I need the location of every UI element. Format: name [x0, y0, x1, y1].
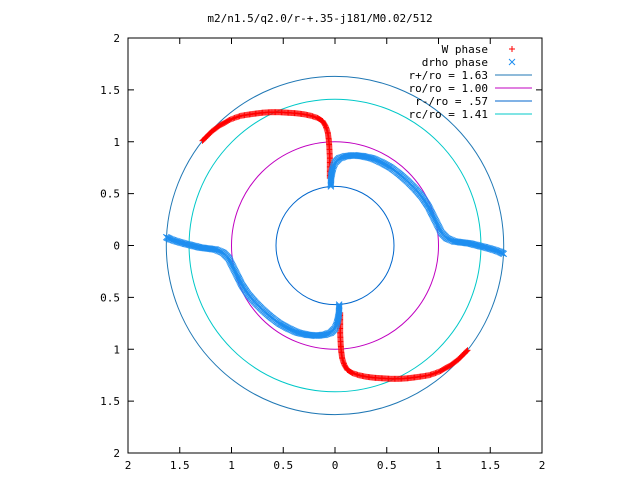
data-point	[436, 368, 443, 375]
data-point	[434, 369, 441, 376]
data-point	[500, 250, 508, 258]
y-tick-label: 1	[113, 343, 120, 356]
circle-1	[231, 141, 439, 350]
x-tick-label: 2	[539, 459, 546, 472]
data-point	[333, 318, 341, 326]
data-point	[226, 116, 233, 123]
x-tick-label: 1.5	[480, 459, 500, 472]
data-point	[433, 369, 440, 376]
legend-label: r+/ro = 1.63	[409, 69, 488, 82]
y-tick-label: 1	[113, 136, 120, 149]
data-point	[174, 238, 182, 246]
data-point	[488, 245, 496, 253]
data-point	[367, 154, 375, 162]
y-tick-label: 2	[113, 447, 120, 460]
circle-0	[165, 75, 505, 416]
data-point	[334, 317, 341, 325]
legend-marker	[509, 46, 515, 52]
series-1	[162, 151, 508, 340]
data-point	[295, 329, 303, 337]
data-point	[168, 236, 176, 244]
data-point	[329, 165, 337, 173]
y-tick-label: 2	[113, 32, 120, 45]
x-tick-label: 2	[125, 459, 132, 472]
chart-title: m2/n1.5/q2.0/r-+.35-j181/M0.02/512	[207, 12, 432, 25]
data-point	[329, 166, 336, 174]
axis-ticks: 2 1.5 1 0.5 0 0.5 1 1.5 221.510.500.511.52	[100, 32, 545, 472]
x-tick-label: 0.5	[377, 459, 397, 472]
y-tick-label: 1.5	[100, 395, 120, 408]
x-tick-label: 1	[435, 459, 442, 472]
data-point	[229, 115, 236, 122]
y-tick-label: 0.5	[100, 188, 120, 201]
x-tick-label: 1	[228, 459, 235, 472]
legend-label: W phase	[442, 43, 488, 56]
x-tick-label: 0	[332, 459, 339, 472]
data-point	[227, 116, 234, 123]
circle-2	[275, 185, 395, 306]
legend-marker	[508, 58, 516, 66]
data-point	[437, 368, 444, 375]
circle-3	[188, 98, 482, 393]
legend-label: drho phase	[422, 56, 488, 69]
data-point	[494, 247, 502, 255]
data-point	[487, 245, 495, 253]
legend-label: rc/ro = 1.41	[409, 108, 488, 121]
legend-label: r-/ro = .57	[415, 95, 488, 108]
y-tick-label: 0.5	[100, 291, 120, 304]
y-tick-label: 0	[113, 240, 120, 253]
x-tick-label: 1.5	[170, 459, 190, 472]
data-point	[162, 233, 170, 241]
legend-label: ro/ro = 1.00	[409, 82, 488, 95]
series-0	[199, 109, 471, 382]
x-tick-label: 0.5	[273, 459, 293, 472]
y-tick-label: 1.5	[100, 84, 120, 97]
data-point	[175, 238, 183, 246]
data-point	[230, 115, 237, 122]
data-series	[162, 109, 508, 382]
